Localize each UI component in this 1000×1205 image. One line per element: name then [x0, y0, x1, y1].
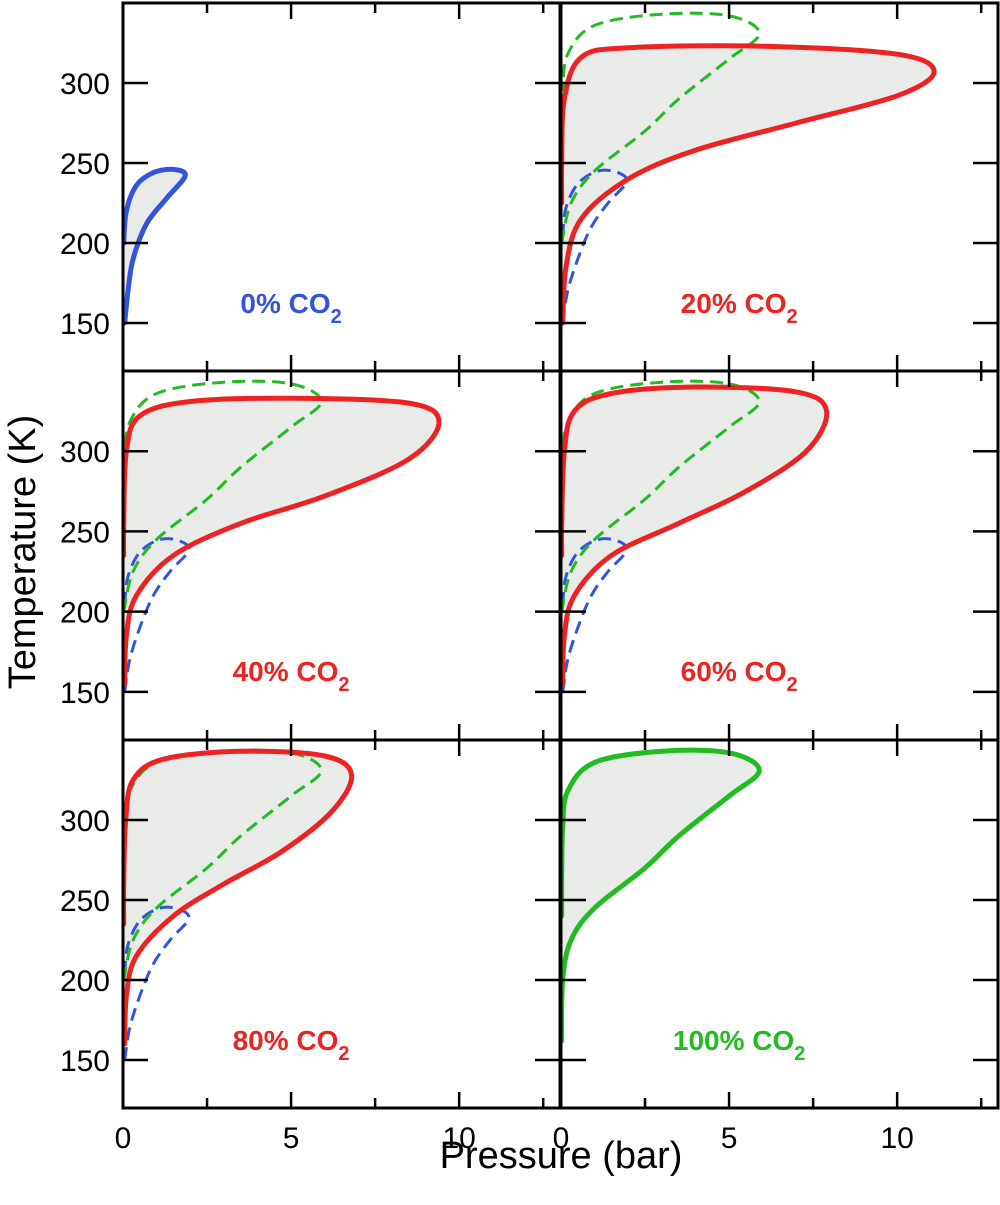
- panel-ticks: [121, 371, 560, 740]
- reference-curve-0-co2: [123, 537, 191, 693]
- panel-ticks: [559, 371, 998, 740]
- axes-labels: 0 5 10 0 5 10 150 200 250 300 150 200 250 300 150 200 2…: [2, 68, 914, 1177]
- envelope-curve-60-co2: [561, 384, 830, 687]
- y-tick-label: 150: [60, 677, 110, 710]
- reference-curve-0-co2: [561, 168, 629, 324]
- panel-ticks: [559, 740, 998, 1108]
- envelope-fill-80-co2: [123, 751, 352, 1044]
- envelope-curve-40-co2: [123, 395, 442, 687]
- envelope-curve-0-co2: [123, 166, 188, 326]
- panel-plot-area: [561, 747, 762, 1044]
- envelope-curve-20-co2: [561, 43, 937, 326]
- panel-label: 0% CO2: [240, 288, 341, 328]
- panel-ticks: [121, 3, 560, 371]
- panel-plot-area: [561, 379, 830, 693]
- x-tick-label: 5: [721, 1122, 738, 1155]
- panel-label: 60% CO2: [681, 656, 798, 696]
- panel-ticks: [559, 3, 998, 371]
- y-tick-label: 150: [60, 1045, 110, 1078]
- panel-frame: [559, 738, 1000, 1110]
- y-axis-title: Temperature (K): [2, 415, 44, 690]
- x-tick-label: 0: [553, 1122, 570, 1155]
- y-tick-label: 200: [60, 965, 110, 998]
- reference-curve-0-co2: [123, 905, 191, 1061]
- x-tick-label: 0: [115, 1122, 132, 1155]
- panel-plot-area: [561, 11, 937, 326]
- envelope-fill-100-co2: [561, 750, 760, 1041]
- y-tick-labels: 150 200 250 300 150 200 250 300 150 200 250 300: [60, 68, 110, 1078]
- panel-label: 20% CO2: [681, 288, 798, 328]
- panel-plot-area: [123, 748, 355, 1061]
- reference-curve-100-co2: [561, 379, 761, 613]
- panel-label-main: 0% CO: [240, 288, 330, 319]
- envelope-fill-60-co2: [561, 386, 827, 684]
- envelope-fill-0-co2: [123, 169, 186, 323]
- panel-label-subscript: 2: [338, 1043, 349, 1065]
- x-tick-labels: 0 5 10 0 5 10: [115, 1122, 914, 1155]
- panel-label-subscript: 2: [331, 306, 342, 328]
- y-tick-label: 250: [60, 516, 110, 549]
- panel-label: 40% CO2: [233, 656, 350, 696]
- panel-label-subscript: 2: [338, 674, 349, 696]
- x-tick-label: 10: [442, 1122, 475, 1155]
- y-tick-label: 300: [60, 436, 110, 469]
- envelope-curve-100-co2: [561, 747, 762, 1044]
- panel-plot-area: [123, 166, 188, 326]
- x-tick-label: 5: [283, 1122, 300, 1155]
- panel-label-main: 20% CO: [681, 288, 787, 319]
- panel-label-subscript: 2: [794, 1043, 805, 1065]
- panel-2: 40% CO2: [121, 369, 562, 742]
- panel-plot-area: [123, 379, 442, 693]
- envelope-fill-40-co2: [123, 398, 439, 684]
- y-tick-label: 250: [60, 148, 110, 181]
- panel-label: 80% CO2: [233, 1025, 350, 1065]
- panel-ticks: [121, 740, 560, 1108]
- y-tick-label: 250: [60, 885, 110, 918]
- panel-label-main: 80% CO: [233, 1025, 339, 1056]
- panel-1: 20% CO2: [559, 1, 1000, 373]
- panel-0: 0% CO2: [121, 1, 562, 373]
- y-tick-label: 200: [60, 228, 110, 261]
- panel-5: 100% CO2: [559, 738, 1000, 1110]
- panel-label-subscript: 2: [787, 674, 798, 696]
- envelope-fill-20-co2: [561, 45, 935, 324]
- panel-label: 100% CO2: [673, 1025, 806, 1065]
- panel-label-main: 40% CO: [233, 656, 339, 687]
- envelope-curve-80-co2: [123, 748, 355, 1047]
- y-tick-label: 200: [60, 597, 110, 630]
- y-tick-label: 300: [60, 805, 110, 838]
- x-axis-title: Pressure (bar): [440, 1135, 683, 1177]
- panel-label-main: 100% CO: [673, 1025, 794, 1056]
- x-tick-label: 10: [880, 1122, 913, 1155]
- reference-curve-100-co2: [123, 379, 323, 613]
- panel-label-main: 60% CO: [681, 656, 787, 687]
- panel-4: 80% CO2: [121, 738, 562, 1110]
- y-tick-label: 300: [60, 68, 110, 101]
- y-tick-label: 150: [60, 308, 110, 341]
- panel-label-subscript: 2: [787, 306, 798, 328]
- panel-3: 60% CO2: [559, 369, 1000, 742]
- reference-curve-0-co2: [561, 537, 629, 693]
